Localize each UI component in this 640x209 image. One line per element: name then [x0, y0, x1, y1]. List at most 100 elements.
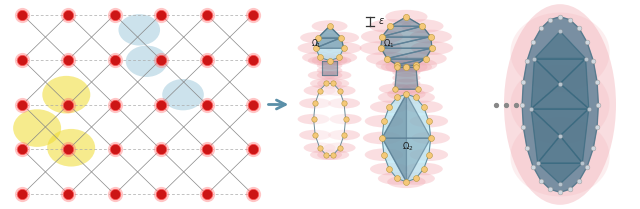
Polygon shape: [522, 17, 598, 192]
Point: [419, 167, 429, 171]
Point: [555, 82, 565, 85]
Polygon shape: [395, 67, 418, 89]
Circle shape: [310, 150, 342, 160]
Circle shape: [317, 61, 342, 70]
Circle shape: [299, 130, 331, 140]
Point: [424, 153, 434, 156]
Polygon shape: [382, 94, 431, 138]
Circle shape: [397, 172, 435, 185]
Point: [522, 147, 532, 150]
Point: [588, 59, 598, 62]
Point: [426, 35, 436, 38]
Circle shape: [402, 84, 434, 94]
Point: [314, 146, 324, 149]
Point: [17, 103, 28, 106]
Circle shape: [412, 132, 450, 144]
Point: [555, 134, 565, 138]
Circle shape: [404, 163, 443, 175]
Polygon shape: [560, 59, 589, 109]
Point: [17, 148, 28, 151]
Point: [310, 133, 320, 137]
Ellipse shape: [504, 4, 616, 205]
Circle shape: [411, 41, 453, 55]
Point: [335, 89, 345, 92]
Point: [385, 24, 396, 28]
Point: [536, 179, 546, 182]
Point: [522, 59, 532, 62]
Point: [248, 103, 258, 106]
Point: [248, 13, 258, 16]
Polygon shape: [382, 94, 406, 182]
Point: [324, 24, 335, 28]
Circle shape: [299, 98, 331, 108]
Point: [528, 41, 538, 44]
Circle shape: [330, 114, 362, 124]
Point: [156, 193, 166, 196]
Point: [577, 161, 588, 165]
Circle shape: [397, 91, 435, 104]
Point: [392, 96, 402, 99]
Point: [584, 107, 594, 110]
Point: [545, 188, 556, 191]
Point: [555, 191, 565, 194]
Point: [328, 153, 339, 157]
Circle shape: [410, 115, 448, 127]
Point: [248, 193, 258, 196]
Circle shape: [392, 73, 420, 83]
Circle shape: [298, 42, 333, 54]
Text: $\Omega_2$: $\Omega_2$: [402, 140, 413, 153]
Point: [109, 13, 120, 16]
Point: [413, 87, 423, 90]
Point: [202, 148, 212, 151]
Point: [582, 41, 592, 44]
Point: [202, 58, 212, 61]
Point: [401, 65, 412, 69]
Ellipse shape: [42, 76, 90, 113]
Polygon shape: [316, 26, 344, 61]
Point: [336, 36, 346, 39]
Polygon shape: [382, 138, 431, 182]
Text: $\varepsilon$: $\varepsilon$: [378, 17, 385, 26]
Circle shape: [392, 84, 420, 93]
Point: [63, 58, 74, 61]
Point: [17, 193, 28, 196]
Polygon shape: [322, 61, 337, 75]
Point: [310, 46, 321, 50]
Circle shape: [401, 19, 444, 33]
Circle shape: [312, 20, 348, 32]
Circle shape: [324, 143, 356, 153]
Point: [202, 13, 212, 16]
Point: [528, 165, 538, 168]
Polygon shape: [531, 59, 560, 109]
Point: [156, 103, 166, 106]
Point: [63, 193, 74, 196]
Circle shape: [317, 56, 342, 65]
Circle shape: [323, 32, 359, 43]
Polygon shape: [534, 59, 586, 84]
Circle shape: [360, 41, 402, 55]
Point: [313, 36, 323, 39]
Circle shape: [323, 56, 351, 65]
Polygon shape: [318, 26, 341, 38]
Point: [377, 136, 387, 140]
Point: [565, 18, 575, 21]
Circle shape: [365, 115, 403, 127]
Point: [379, 120, 389, 123]
Point: [202, 193, 212, 196]
Point: [526, 107, 536, 110]
Polygon shape: [382, 26, 431, 37]
Polygon shape: [381, 17, 432, 67]
Circle shape: [328, 98, 360, 108]
Circle shape: [392, 79, 420, 88]
Point: [248, 58, 258, 61]
Point: [574, 27, 584, 30]
Point: [63, 13, 74, 16]
Text: $\Omega_1$: $\Omega_1$: [312, 38, 322, 50]
Polygon shape: [382, 94, 431, 182]
Polygon shape: [531, 84, 589, 109]
Circle shape: [303, 143, 335, 153]
Circle shape: [317, 71, 342, 79]
Point: [156, 58, 166, 61]
Circle shape: [387, 88, 426, 100]
Point: [156, 148, 166, 151]
